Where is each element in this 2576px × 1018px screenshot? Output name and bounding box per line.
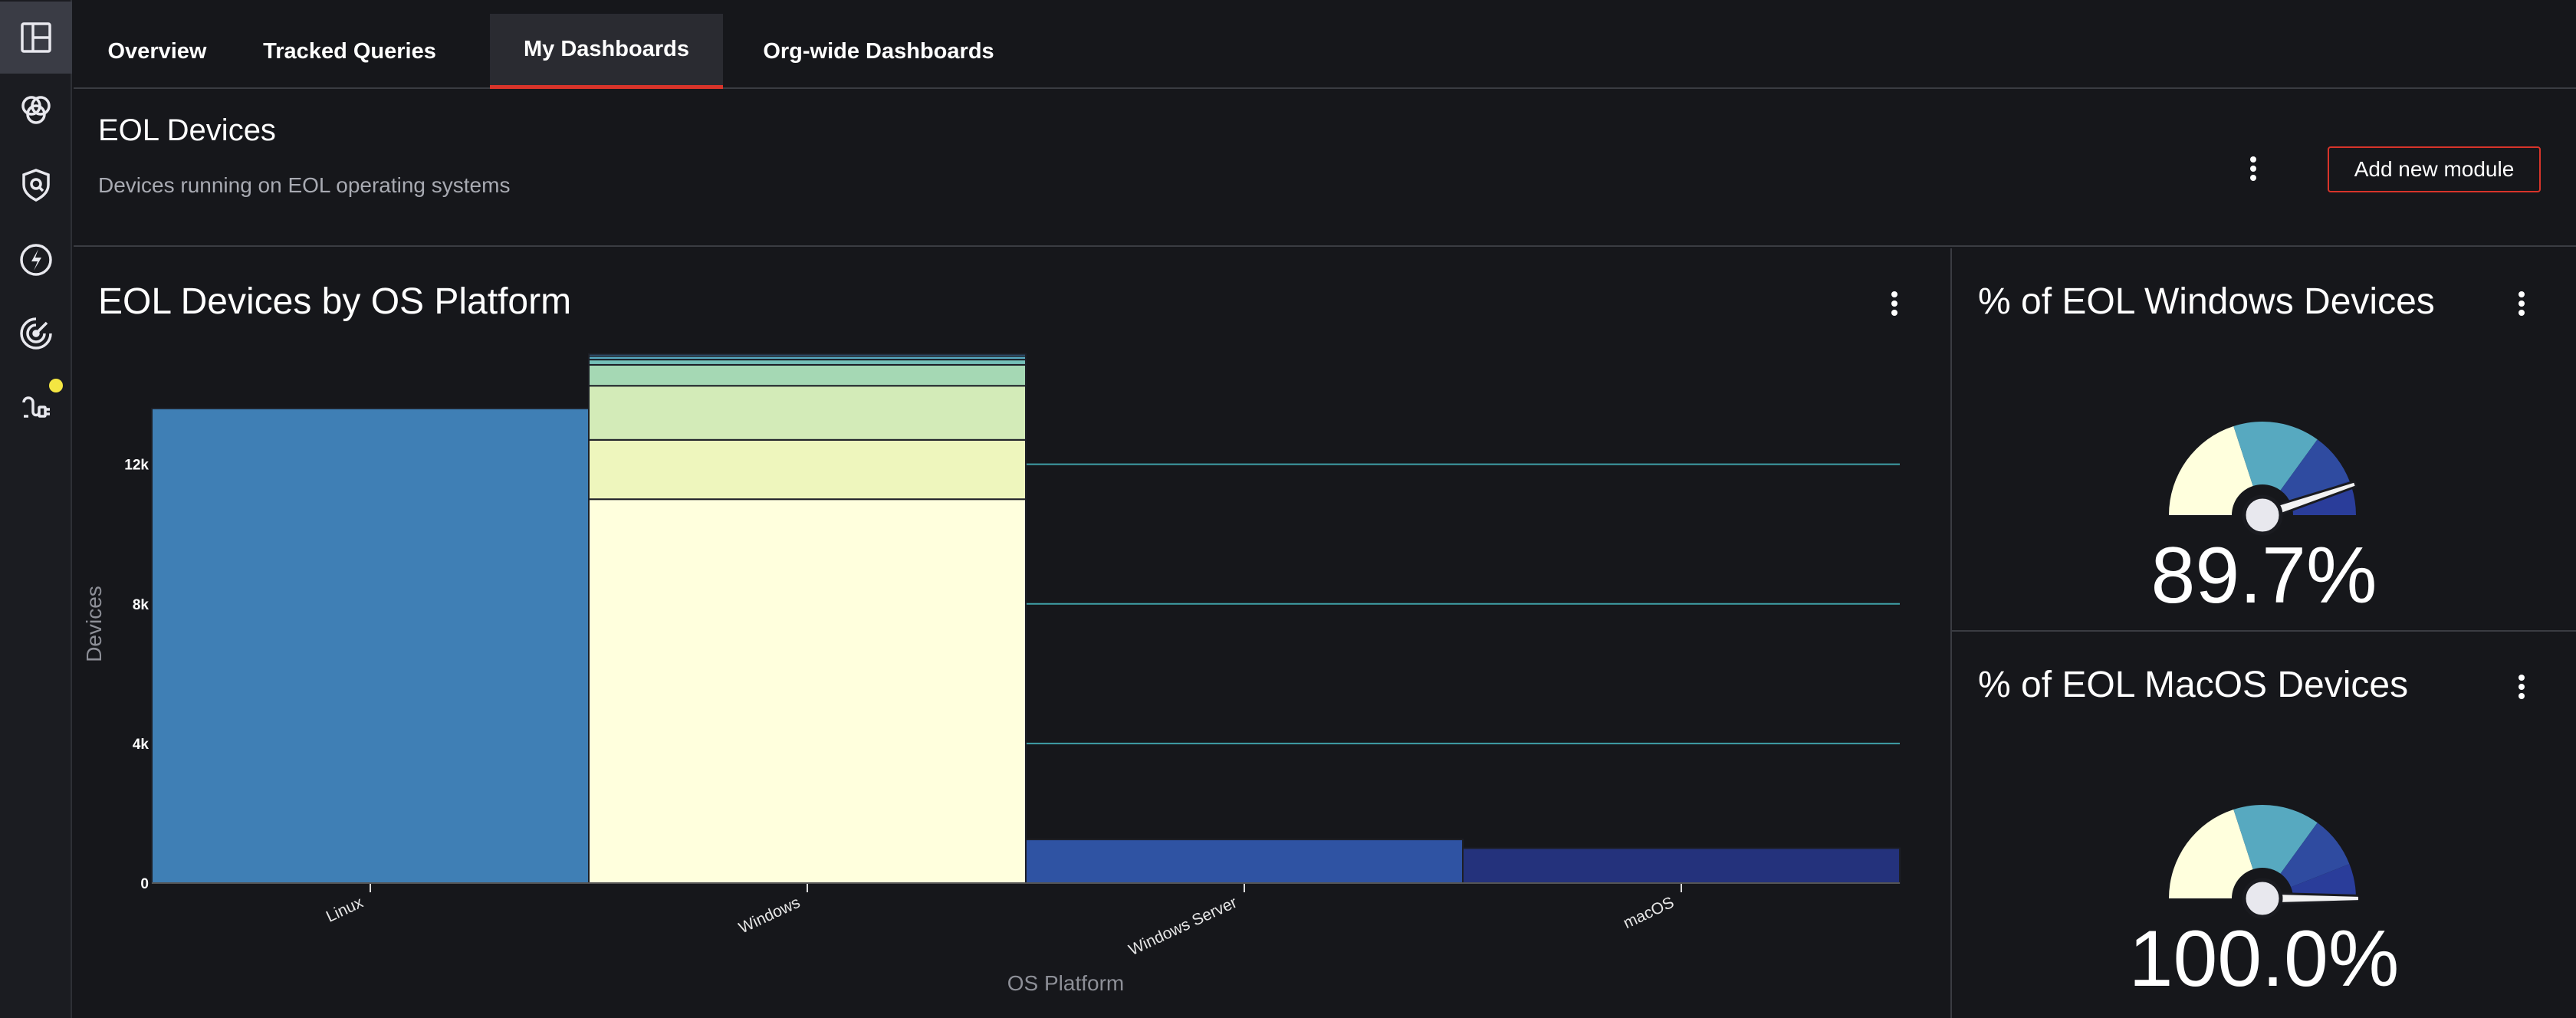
bolt-icon[interactable] [0, 224, 72, 296]
panel-divider [1950, 248, 1952, 1018]
y-tick-label: 8k [133, 597, 150, 613]
x-tick-label: macOS [1621, 894, 1677, 932]
bar-segment-windows[interactable] [588, 359, 1027, 366]
gauge-band [2169, 425, 2253, 515]
gauge-value-macos: 100.0% [2128, 915, 2400, 1003]
page-subtitle: Devices running on EOL operating systems [98, 173, 511, 197]
y-tick-label: 0 [140, 876, 149, 892]
gauge-title-windows: % of EOL Windows Devices [1978, 281, 2435, 322]
gauge-title-macos: % of EOL MacOS Devices [1978, 665, 2409, 705]
tab-tracked-queries[interactable]: Tracked Queries [263, 38, 436, 64]
bar-segment-windows[interactable] [588, 498, 1027, 884]
x-tick-label: Linux [324, 893, 366, 925]
gauge-band [2280, 439, 2350, 504]
y-tick-label: 12k [124, 458, 149, 474]
gauge-macos [2169, 805, 2358, 919]
bar-segment-macos[interactable] [1462, 847, 1901, 885]
x-tick-label: Windows [736, 894, 803, 938]
plug-icon[interactable] [0, 371, 72, 443]
stacked-bar-chart: 0 4k 8k 12k Linux Windows Windows Server macOS D… [82, 353, 1901, 995]
bar-segment-windows[interactable] [588, 438, 1027, 501]
shield-icon[interactable] [0, 149, 72, 221]
panel-divider [1952, 630, 2576, 632]
venn-icon[interactable] [0, 74, 72, 146]
bar-segment-windows-server[interactable] [1025, 839, 1464, 884]
gauge-band [2233, 805, 2318, 874]
y-tick-label: 4k [133, 737, 150, 753]
sidebar [0, 0, 72, 1018]
gauge-windows [2169, 422, 2358, 536]
gauge-band [2169, 809, 2253, 898]
top-nav: Overview Tracked Queries My Dashboards O… [74, 0, 2576, 89]
y-axis-label: Devices [82, 586, 106, 662]
gauge-band [2291, 864, 2356, 898]
page-title: EOL Devices [98, 113, 276, 147]
bar-segment-windows[interactable] [588, 353, 1027, 357]
notification-dot [49, 379, 63, 392]
tab-my-dashboards[interactable]: My Dashboards [490, 14, 723, 89]
bar-segment-windows[interactable] [588, 363, 1027, 387]
dashboard-icon[interactable] [0, 2, 72, 74]
bar-segment-linux[interactable] [151, 407, 590, 884]
gauge-hub [2242, 878, 2283, 919]
gauge-menu-icon[interactable] [2510, 670, 2533, 704]
chart-title: EOL Devices by OS Platform [98, 281, 572, 322]
gauge-menu-icon[interactable] [2510, 287, 2533, 320]
x-tick-label: Windows Server [1126, 894, 1240, 959]
tab-overview[interactable]: Overview [107, 38, 207, 64]
dashboard-header: EOL Devices Devices running on EOL opera… [74, 90, 2576, 247]
dashboard-menu-icon[interactable] [2242, 152, 2265, 186]
gauge-value-windows: 89.7% [2150, 531, 2377, 620]
gauge-hub [2242, 494, 2283, 536]
radar-icon[interactable] [0, 297, 72, 369]
chart-menu-icon[interactable] [1883, 287, 1906, 320]
bar-segment-windows[interactable] [588, 385, 1027, 441]
gauge-band [2233, 422, 2318, 491]
gauge-band [2280, 823, 2350, 888]
tab-org-wide-dashboards[interactable]: Org-wide Dashboards [763, 38, 994, 64]
add-module-button[interactable]: Add new module [2328, 146, 2541, 192]
x-axis-label: OS Platform [1007, 971, 1124, 995]
